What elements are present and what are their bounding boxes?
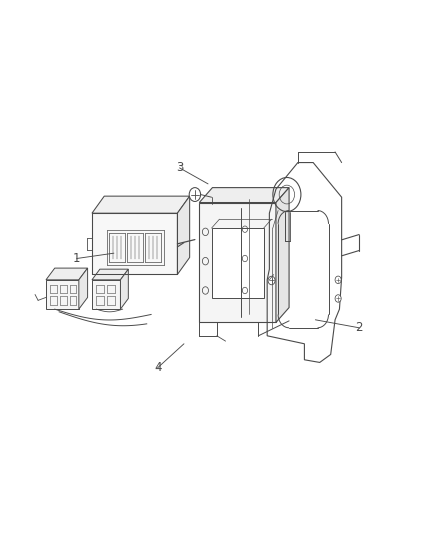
Circle shape <box>189 188 201 201</box>
Polygon shape <box>92 269 128 280</box>
Circle shape <box>268 276 275 285</box>
Polygon shape <box>177 196 190 274</box>
Circle shape <box>335 276 341 284</box>
Polygon shape <box>120 269 128 309</box>
Text: 1: 1 <box>73 252 81 265</box>
Polygon shape <box>46 268 88 280</box>
Text: 3: 3 <box>176 161 183 174</box>
Polygon shape <box>79 268 88 309</box>
Text: 2: 2 <box>355 321 363 334</box>
Polygon shape <box>46 280 79 309</box>
Polygon shape <box>212 228 264 298</box>
Circle shape <box>335 295 341 302</box>
Polygon shape <box>276 188 289 322</box>
Text: 4: 4 <box>154 361 162 374</box>
Polygon shape <box>92 196 190 213</box>
Polygon shape <box>199 188 289 203</box>
Polygon shape <box>92 280 120 309</box>
Polygon shape <box>199 203 276 322</box>
Polygon shape <box>92 213 177 274</box>
